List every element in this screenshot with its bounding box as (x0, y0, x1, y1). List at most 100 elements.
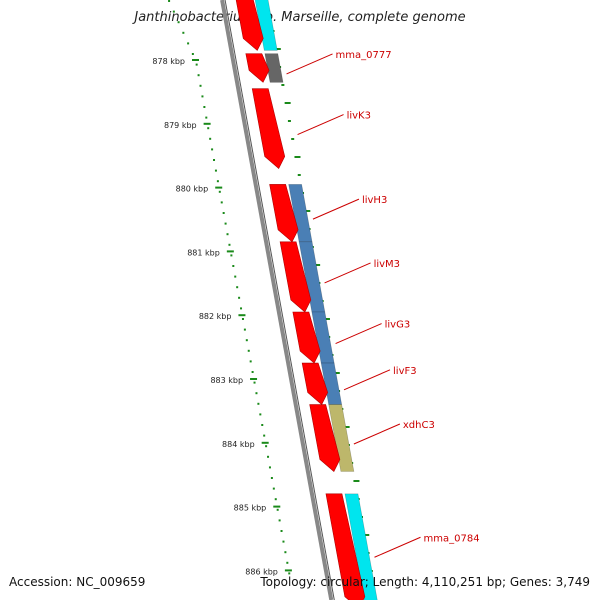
cds-arrow-mma_0784 (325, 493, 366, 600)
ruler-dot (226, 233, 229, 236)
gc-tick (333, 372, 340, 374)
gc-tick (353, 480, 360, 482)
cds-arrow-livG3 (292, 311, 321, 364)
ruler-dot (222, 212, 225, 214)
ruler-label: 883 kbp (210, 376, 243, 385)
ruler-dot (280, 530, 283, 532)
ruler-dot (216, 180, 219, 183)
ruler-dot (278, 519, 281, 522)
ruler-dot (199, 84, 202, 87)
ruler-dot (236, 286, 239, 289)
gc-tick (314, 264, 321, 266)
cds-track (235, 0, 366, 600)
category-box-mma_0777 (264, 53, 284, 83)
ruler-dot (191, 53, 194, 55)
ruler-dot (182, 31, 185, 34)
ruler-dot (232, 265, 235, 267)
ruler-dot (228, 243, 231, 246)
gene-label-mma_0784: mma_0784 (424, 533, 480, 544)
ruler-dot (213, 159, 216, 161)
ruler-dot (259, 413, 262, 416)
ruler-dot (276, 508, 279, 511)
ruler-dot (247, 349, 250, 352)
ruler-dot (286, 561, 289, 564)
leader-line-mma_0777 (286, 53, 333, 75)
ruler-dot (224, 222, 227, 225)
gene-label-livH3: livH3 (362, 195, 387, 206)
ruler-dot (203, 106, 206, 108)
gc-tick (304, 210, 311, 212)
ruler-dot (207, 127, 210, 130)
ruler-dot (263, 434, 266, 437)
leader-line-xdhC3 (353, 423, 401, 445)
gc-tick (343, 426, 350, 428)
ruler-dot (205, 116, 208, 119)
ruler-dot (230, 254, 233, 257)
ruler-dot (270, 477, 273, 479)
ruler-dot (245, 339, 248, 342)
ruler-dot (218, 190, 221, 193)
ruler-dot (201, 95, 204, 98)
topology-text: Topology: circular; Length: 4,110,251 bp… (260, 575, 590, 589)
ruler-label: 886 kbp (245, 567, 278, 576)
gene-label-livG3: livG3 (385, 320, 411, 331)
backbone-line (220, 0, 334, 600)
gc-tick (274, 48, 281, 50)
ruler-dot (253, 381, 256, 384)
ruler-major-tick (192, 59, 199, 61)
cds-arrow-xdhC3 (309, 404, 341, 472)
ruler-dot (268, 466, 271, 469)
ruler-dot (261, 424, 264, 426)
cds-arrow-livH3 (269, 184, 299, 243)
gene-label-xdhC3: xdhC3 (403, 420, 435, 431)
ruler-dot (241, 318, 244, 320)
ruler-major-tick (203, 122, 211, 125)
ruler-dot (195, 63, 198, 66)
gene-label-mma_0777: mma_0777 (336, 50, 392, 61)
gc-tick (323, 318, 330, 320)
gc-tick (284, 102, 291, 104)
ruler-dot (284, 551, 287, 554)
ruler-label: 879 kbp (164, 121, 197, 130)
cds-arrow-partial (235, 0, 264, 51)
ruler-dot (265, 445, 268, 448)
leader-line-livM3 (324, 262, 371, 284)
ruler-major-tick (261, 441, 269, 444)
ruler-dot (240, 307, 243, 310)
ruler-label: 880 kbp (176, 185, 209, 194)
ruler-major-tick (238, 314, 246, 317)
gc-tick (297, 174, 301, 176)
ruler-dot (187, 42, 190, 45)
ruler-dot (272, 487, 275, 490)
ruler-dot (249, 360, 252, 363)
cds-arrow-mma_0777 (245, 53, 270, 83)
accession-text: Accession: NC_009659 (9, 575, 146, 589)
leader-line-livG3 (335, 323, 382, 344)
ruler-major-tick (273, 505, 281, 508)
ruler-major-tick (226, 250, 234, 253)
ruler-dot (238, 296, 241, 299)
backbone-edge (224, 0, 335, 600)
genome-backbone (220, 0, 335, 600)
ruler-dot (288, 572, 291, 575)
map-title: Janthinobacterium sp. Marseille, complet… (134, 10, 466, 25)
gc-tick (281, 84, 285, 86)
gc-tick (363, 534, 370, 536)
ruler-dot (257, 402, 260, 405)
ruler-dot (243, 328, 246, 331)
ruler-dot (255, 392, 258, 395)
cds-arrow-livF3 (301, 362, 329, 405)
ruler-dot (234, 275, 237, 278)
ruler-dot (251, 371, 254, 373)
ruler-dot (172, 10, 175, 13)
ruler-dot (214, 169, 217, 172)
ruler-track: 878 kbp 879 kbp 880 kbp 881 kbp 882 kbp 883 k… (152, 0, 292, 576)
ruler-label: 884 kbp (222, 440, 255, 449)
gc-tick (287, 120, 291, 122)
leader-line-livH3 (312, 198, 360, 220)
ruler-dot (220, 201, 223, 204)
gene-label-livF3: livF3 (393, 366, 417, 377)
gene-labels: mma_0777 livK3 livH3 livM3 livG3 livF3 xdhC3 mm… (286, 50, 480, 558)
cds-arrow-livK3 (251, 88, 286, 169)
